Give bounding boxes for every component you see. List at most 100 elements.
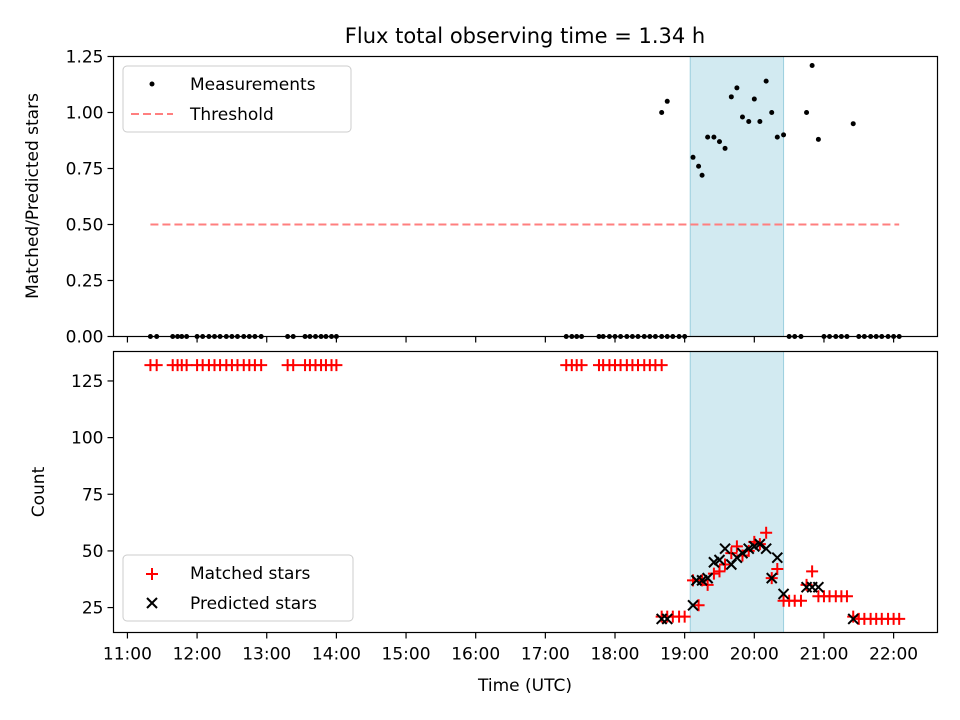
matched-stars-marker bbox=[840, 590, 853, 603]
predicted-stars-marker bbox=[771, 552, 784, 564]
measurements-point bbox=[722, 145, 728, 151]
measurements-point bbox=[804, 110, 810, 115]
bottom-y-tick-label: 100 bbox=[71, 429, 103, 449]
measurements-point bbox=[699, 172, 705, 178]
top-y-axis-label: Matched/Predicted stars bbox=[23, 93, 43, 299]
x-axis-label: Time (UTC) bbox=[477, 676, 572, 696]
matched-stars-marker bbox=[771, 563, 784, 576]
matched-stars-marker bbox=[330, 359, 343, 372]
matched-stars-marker bbox=[713, 565, 726, 578]
measurements-point bbox=[705, 134, 711, 140]
top-y-tick-label: 1.25 bbox=[66, 48, 104, 68]
measurements-point bbox=[781, 132, 787, 138]
legend-predicted-stars-label: Predicted stars bbox=[190, 594, 317, 614]
x-tick-label: 20:00 bbox=[730, 645, 779, 665]
matched-stars-marker bbox=[575, 359, 588, 372]
x-tick-label: 14:00 bbox=[312, 645, 361, 665]
top-y-ticks: 0.00 0.25 0.50 0.75 1.00 1.25 bbox=[66, 48, 114, 348]
measurements-legend-marker bbox=[149, 81, 155, 87]
predicted-stars-marker bbox=[736, 547, 749, 559]
predicted-stars-marker bbox=[687, 599, 699, 612]
matched-stars-marker bbox=[760, 526, 773, 539]
matched-stars-marker bbox=[893, 612, 906, 625]
measurements-point bbox=[728, 94, 734, 100]
matched-stars-marker bbox=[701, 578, 714, 591]
matched-stars-marker bbox=[287, 359, 300, 372]
predicted-stars-marker bbox=[812, 581, 825, 593]
measurements-point bbox=[815, 136, 821, 142]
chart-title: Flux total observing time = 1.34 h bbox=[345, 24, 705, 48]
measurements-point bbox=[690, 154, 696, 160]
matched-stars-marker bbox=[655, 359, 668, 372]
matched-stars-marker bbox=[806, 565, 819, 578]
bottom-legend: Matched stars Predicted stars bbox=[122, 554, 354, 622]
matched-stars-marker bbox=[692, 599, 705, 612]
top-panel: 0.00 0.25 0.50 0.75 1.00 1.25 Matched/Predict… bbox=[23, 48, 939, 348]
legend-matched-stars-label: Matched stars bbox=[190, 564, 310, 584]
matched-stars-marker bbox=[180, 359, 193, 372]
predicted-stars-marker bbox=[719, 542, 731, 555]
top-legend-box bbox=[122, 65, 352, 133]
matched-stars-marker bbox=[678, 610, 691, 623]
predicted-stars-legend-marker bbox=[146, 597, 158, 609]
predicted-stars-marker bbox=[754, 538, 766, 550]
bottom-y-tick-label: 25 bbox=[82, 599, 104, 619]
highlight-span-bottom bbox=[689, 351, 785, 633]
predicted-stars-marker bbox=[760, 542, 772, 555]
bottom-x-ticks: 11:00 12:00 13:00 14:00 15:00 16:00 17:00 18:00… bbox=[103, 632, 918, 665]
measurements-point bbox=[763, 78, 769, 84]
bottom-y-tick-label: 75 bbox=[82, 485, 104, 505]
predicted-stars-marker bbox=[713, 554, 726, 566]
predicted-stars-marker bbox=[661, 613, 673, 625]
predicted-stars-marker bbox=[701, 572, 714, 584]
x-tick-label: 15:00 bbox=[382, 645, 431, 665]
matched-stars-marker bbox=[150, 359, 163, 372]
bottom-y-ticks: 25 50 75 100 125 bbox=[71, 372, 114, 619]
measurements-point bbox=[751, 96, 757, 102]
matched-stars-marker bbox=[847, 610, 860, 623]
x-tick-label: 13:00 bbox=[242, 645, 291, 665]
x-tick-label: 12:00 bbox=[173, 645, 222, 665]
matched-stars-marker bbox=[707, 567, 720, 580]
bottom-y-axis-label: Count bbox=[29, 466, 49, 517]
x-tick-label: 17:00 bbox=[521, 645, 570, 665]
bottom-legend-box bbox=[122, 554, 354, 622]
x-tick-label: 11:00 bbox=[103, 645, 152, 665]
measurements-point bbox=[664, 98, 670, 104]
matched-stars-marker bbox=[255, 359, 268, 372]
x-tick-label: 16:00 bbox=[451, 645, 500, 665]
legend-threshold-label: Threshold bbox=[189, 105, 274, 125]
measurements-point bbox=[757, 118, 763, 124]
measurements-point bbox=[734, 85, 740, 91]
measurements-point bbox=[716, 139, 722, 145]
measurements-point bbox=[711, 134, 717, 140]
matched-stars-marker bbox=[794, 594, 807, 607]
matched-stars-marker bbox=[730, 540, 743, 553]
x-tick-label: 21:00 bbox=[799, 645, 848, 665]
predicted-stars-marker bbox=[766, 572, 778, 584]
measurements-point bbox=[659, 110, 665, 115]
matched-stars-marker bbox=[725, 547, 738, 560]
top-legend: Measurements Threshold bbox=[122, 65, 352, 133]
matched-stars-legend-marker bbox=[146, 568, 158, 580]
x-tick-label: 18:00 bbox=[591, 645, 640, 665]
measurements-point bbox=[774, 134, 780, 140]
top-y-tick-label: 0.25 bbox=[66, 272, 104, 292]
measurements-point bbox=[746, 118, 752, 124]
top-x-ticks bbox=[126, 336, 895, 343]
highlight-span-top bbox=[689, 56, 785, 337]
legend-measurements-label: Measurements bbox=[190, 75, 316, 95]
top-y-tick-label: 0.00 bbox=[66, 328, 104, 348]
bottom-panel: 25 50 75 100 125 11:00 12:00 13:00 14:00 15:00 16… bbox=[29, 350, 939, 696]
predicted-stars-marker bbox=[777, 588, 790, 600]
measurements-point bbox=[809, 62, 815, 68]
top-y-tick-label: 0.75 bbox=[66, 160, 104, 180]
measurements-point bbox=[696, 163, 702, 169]
bottom-y-tick-label: 50 bbox=[82, 542, 104, 562]
bottom-y-tick-label: 125 bbox=[71, 372, 103, 392]
measurements-point bbox=[739, 114, 745, 120]
measurements-point bbox=[850, 121, 856, 127]
top-y-tick-label: 0.50 bbox=[66, 216, 104, 236]
bottom-panel-data bbox=[144, 359, 906, 625]
